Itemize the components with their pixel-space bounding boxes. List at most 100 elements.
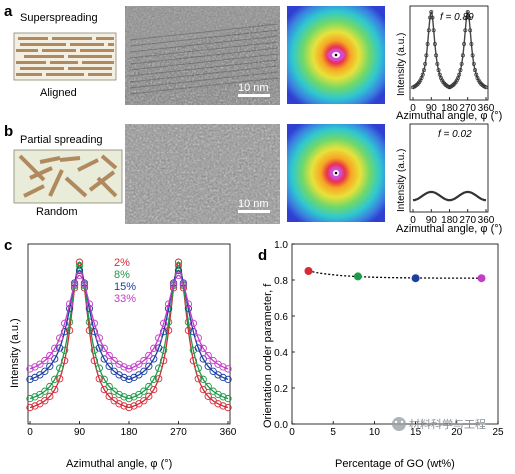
data-point [140,367,148,375]
plot-frame-a [409,5,489,101]
sheet [42,49,76,52]
curves-c [26,258,232,412]
x-tick-label: 90 [74,427,86,438]
data-point [477,274,486,283]
data-point [189,319,198,327]
x-tick-label: 360 [478,103,495,114]
data-point [26,375,34,384]
sheet [20,43,66,46]
data-point [125,365,133,373]
watermark: 材料科学与工程 [392,417,486,431]
data-point [436,68,441,73]
data-point [105,351,113,360]
data-point [224,394,232,403]
data-point [155,334,163,342]
data-point [61,346,69,354]
data-point [105,362,113,370]
x-tick-label: 270 [459,215,476,226]
watermark-text: 材料科学与工程 [409,417,486,431]
data-point [56,375,64,383]
legend-c: 2%8%15%33% [114,257,136,305]
x-tick-label: 360 [220,427,237,438]
panel-letter-d: d [258,247,267,264]
data-point [120,402,128,410]
data-point [194,364,202,372]
data-point [105,392,113,400]
data-point [224,375,232,384]
data-point [199,355,207,363]
data-point [95,364,103,372]
panel-d: d 0 5 10 15 20 25 0.0 0.2 0.4 0.6 0.8 1.0 Percenta… [258,240,504,470]
data-point [100,375,108,383]
data-point [90,319,99,327]
x-tick-label: 0 [27,427,33,438]
x-tick-label: 90 [426,215,438,226]
schematic-aligned: Superspreading Aligned [13,12,117,99]
data-point [46,351,54,360]
data-point [145,392,153,400]
x-tick-label: 90 [426,103,438,114]
data-point [474,72,479,77]
x-tick-label: 270 [170,427,187,438]
data-point [125,394,133,403]
y-tick-label: 0.6 [274,312,288,323]
data-point [437,72,442,77]
data-point [224,365,232,373]
saxs-pattern-b [287,124,385,222]
data-point [219,393,227,401]
data-point [426,28,431,33]
data-point [459,61,464,66]
data-point [194,375,202,383]
data-point [430,15,435,20]
data-point [51,355,59,363]
data-point [36,360,44,368]
data-point [46,392,54,400]
plot-frame-d [291,243,499,425]
data-point [150,355,158,363]
data-point [110,387,118,395]
data-point [219,373,227,382]
y-tick-label: 0.2 [274,384,288,395]
sheet [80,49,114,52]
data-point [174,261,183,270]
x-tick-label: 270 [459,103,476,114]
data-point [75,261,84,270]
data-point [56,344,64,352]
data-point [150,375,158,383]
points-d [304,267,486,283]
data-point [462,42,467,46]
x-tick-label: 180 [441,103,458,114]
tem-image-a: 10 nm [125,6,280,105]
sheet [50,61,78,64]
data-point [75,266,84,275]
y-tick-label: 0.4 [274,348,288,359]
data-point [85,326,94,335]
aligned-sheets [16,37,114,76]
data-point [41,367,49,375]
data-point [159,319,168,327]
sheet [88,73,112,76]
panel-a: a Superspreading Aligned [4,3,502,122]
random-sheets [18,154,118,198]
ylabel-c: Intensity (a.u.) [9,318,21,388]
data-point [304,267,313,275]
data-point [431,28,436,33]
data-point [164,300,173,308]
data-point [435,61,440,66]
y-tick-label: 1.0 [274,240,288,251]
data-point [140,397,148,405]
data-point [95,344,103,352]
data-point [465,10,470,14]
schematic-random: Partial spreading Random [13,134,123,218]
data-point [159,346,168,354]
schematic-caption-a: Aligned [40,87,77,99]
data-point [434,53,439,58]
data-point [26,403,34,412]
x-tick-label: 180 [441,215,458,226]
sheet [68,67,112,70]
schematic-title-b: Partial spreading [20,134,103,146]
sheet [24,55,64,58]
data-point [458,68,463,73]
curve-33% [29,274,229,370]
xticks-b: 0 90 180 270 360 [410,209,495,226]
